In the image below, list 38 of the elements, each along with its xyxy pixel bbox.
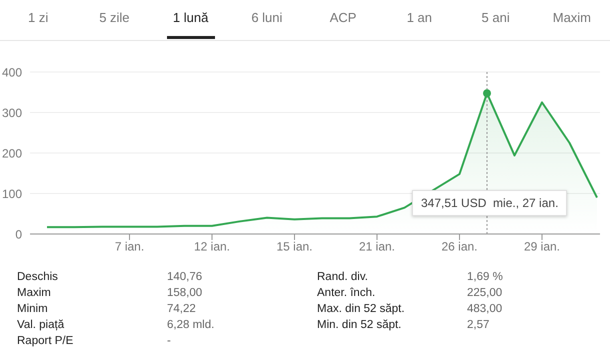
text: Anter. înch. [317,286,376,301]
text: 74,22 [167,302,197,317]
text: 5 zile [99,10,130,25]
text: 1 lună [172,10,208,25]
text: 225,00 [467,286,504,301]
text: Maxim [552,10,592,25]
text: ACP [330,10,356,25]
y-tick-label: 0 [15,227,22,242]
text: 6,28 mld. [167,318,216,333]
x-tick-label: 12 ian. [194,240,230,254]
y-tick-label: 200 [2,146,22,160]
text: Maxim [17,286,52,301]
x-tick-label: 26 ian. [441,240,478,254]
text: 483,00 [467,302,504,317]
text: Deschis [17,270,59,285]
y-tick-label: 100 [2,186,22,201]
text: Raport P/E [17,334,74,349]
text: 5 ani [482,10,510,25]
x-tick-label: 15 ian. [276,240,313,254]
text: 158,00 [167,286,204,301]
x-tick-label: 21 ian. [358,240,396,254]
text: Min. din 52 săpt. [317,318,402,333]
text: 1 zi [28,10,48,25]
x-tick-label: 7 ian. [114,240,144,254]
text: Minim [17,302,49,317]
y-tick-label: 300 [2,106,22,120]
text: 6 luni [251,10,282,25]
text: - [167,334,172,349]
annotation: 347,51 USD mie., 27 ian. [412,190,568,216]
y-tick-label: 400 [2,65,22,80]
text: 2,57 [467,318,490,333]
text: 140,76 [167,270,204,285]
text: Max. din 52 săpt. [317,302,406,317]
text: 1,69 % [467,270,504,285]
text: Val. piață [17,318,66,333]
text: 1 an [406,10,432,25]
x-tick-label: 29 ian. [524,240,560,254]
text: Rand. div. [317,270,369,285]
